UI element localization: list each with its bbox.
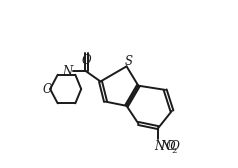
Text: O: O	[165, 140, 175, 154]
Text: O: O	[81, 54, 91, 67]
Text: S: S	[125, 55, 133, 68]
Text: N: N	[154, 140, 164, 154]
Text: N: N	[63, 65, 73, 78]
Text: 2: 2	[172, 147, 177, 155]
Text: NO: NO	[160, 140, 180, 154]
Text: O: O	[43, 82, 52, 96]
